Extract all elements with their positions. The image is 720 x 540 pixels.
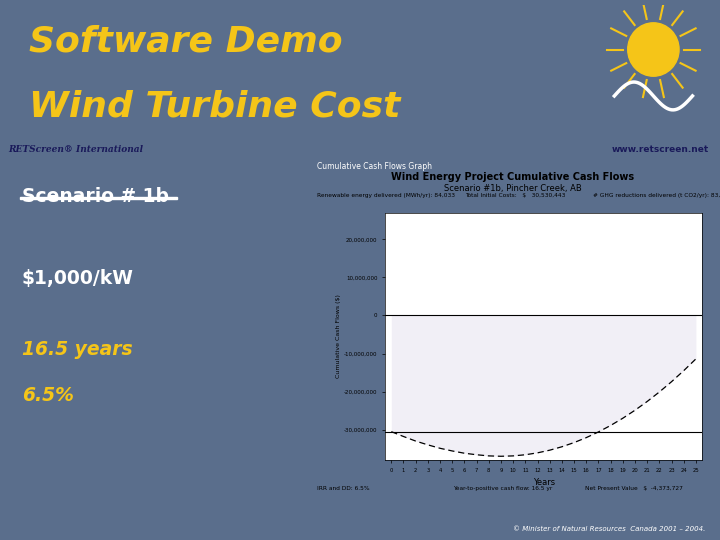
Text: 6.5%: 6.5% [22, 386, 73, 405]
Y-axis label: Cumulative Cash Flows ($): Cumulative Cash Flows ($) [336, 294, 341, 379]
Text: Scenario # 1b: Scenario # 1b [22, 187, 169, 206]
Text: Renewable energy delivered (MWh/yr): 84,033: Renewable energy delivered (MWh/yr): 84,… [318, 193, 455, 198]
Text: Wind Turbine Cost: Wind Turbine Cost [29, 90, 400, 124]
Text: Cumulative Cash Flows Graph: Cumulative Cash Flows Graph [318, 163, 432, 171]
Text: RETScreen® International: RETScreen® International [9, 145, 143, 154]
Text: Scenario #1b, Pincher Creek, AB: Scenario #1b, Pincher Creek, AB [444, 184, 582, 193]
Text: Software Demo: Software Demo [29, 25, 343, 59]
Text: Net Present Value   $  -4,373,727: Net Present Value $ -4,373,727 [585, 485, 683, 490]
Bar [20, 197, 177, 199]
X-axis label: Years: Years [533, 478, 554, 487]
Text: $1,000/kW: $1,000/kW [22, 268, 134, 288]
Text: 16.5 years: 16.5 years [22, 340, 132, 359]
Circle shape [628, 23, 679, 76]
Text: # GHG reductions delivered (t CO2/yr): 83,483: # GHG reductions delivered (t CO2/yr): 8… [593, 193, 720, 198]
Text: IRR and DD: 6.5%: IRR and DD: 6.5% [318, 485, 370, 490]
Text: © Minister of Natural Resources  Canada 2001 – 2004.: © Minister of Natural Resources Canada 2… [513, 525, 706, 532]
Text: Year-to-positive cash flow: 16.5 yr: Year-to-positive cash flow: 16.5 yr [453, 485, 552, 490]
Text: www.retscreen.net: www.retscreen.net [612, 145, 709, 154]
Text: Total Initial Costs:   $   30,530,443: Total Initial Costs: $ 30,530,443 [465, 193, 565, 198]
Text: Wind Energy Project Cumulative Cash Flows: Wind Energy Project Cumulative Cash Flow… [392, 172, 634, 181]
